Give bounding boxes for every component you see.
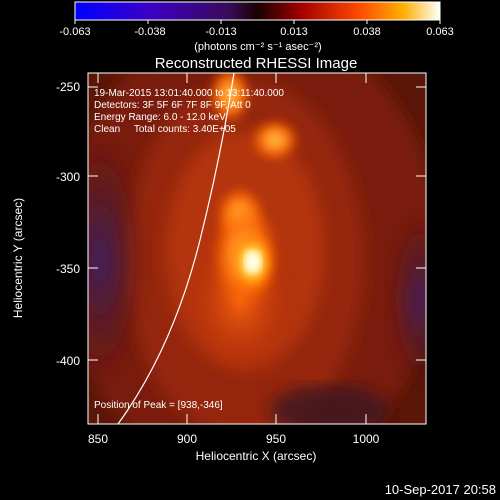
plot-title: Reconstructed RHESSI Image [155,55,358,72]
y-tick-label: -400 [56,354,80,368]
x-axis-ticks [97,73,367,424]
info-detectors: Detectors: 3F 5F 6F 7F 8F 9F, Att 0 [94,100,251,111]
colorbar-units: (photons cm⁻² s⁻¹ asec⁻²) [194,41,321,53]
colorbar-tick-labels: -0.063 -0.038 -0.013 0.013 0.038 0.063 [59,26,453,38]
y-tick-label: -250 [56,80,80,94]
x-tick-label: 850 [88,432,108,446]
colorbar-tick-label: 0.063 [426,26,454,38]
x-tick-label: 1000 [353,432,380,446]
x-axis-label: Heliocentric X (arcsec) [196,449,317,463]
y-tick-label: -300 [56,170,80,184]
purple-region-right [390,210,426,390]
solar-limb-line [117,73,235,424]
source-top-right [250,118,300,162]
x-axis-tick-labels: 850 900 950 1000 [88,432,380,446]
plot-frame [87,72,427,425]
y-axis-ticks [88,86,426,361]
info-clean-counts: Clean Total counts: 3.40E+05 [94,124,236,135]
observation-info: 19-Mar-2015 13:01:40.000 to 13:11:40.000… [94,88,284,135]
colorbar-tick-label: -0.063 [59,26,90,38]
colorbar-ticks [74,20,441,24]
rhessi-image [88,73,426,424]
colorbar-tick-label: 0.038 [353,26,381,38]
x-tick-label: 900 [177,432,197,446]
x-tick-label: 950 [266,432,286,446]
info-energy-range: Energy Range: 6.0 - 12.0 keV [94,112,226,123]
y-axis-tick-labels: -250 -300 -350 -400 [56,80,80,368]
colorbar-tick-label: -0.038 [134,26,165,38]
colorbar [74,1,441,21]
info-time-range: 19-Mar-2015 13:01:40.000 to 13:11:40.000 [94,88,284,99]
purple-region-left [88,130,145,390]
y-axis-label: Heliocentric Y (arcsec) [11,198,25,318]
y-tick-label: -350 [56,262,80,276]
colorbar-tick-label: 0.013 [280,26,308,38]
footer-timestamp: 10-Sep-2017 20:58 [385,482,496,497]
peak-position-label: Position of Peak = [938,-346] [94,400,223,411]
colorbar-tick-label: -0.013 [205,26,236,38]
